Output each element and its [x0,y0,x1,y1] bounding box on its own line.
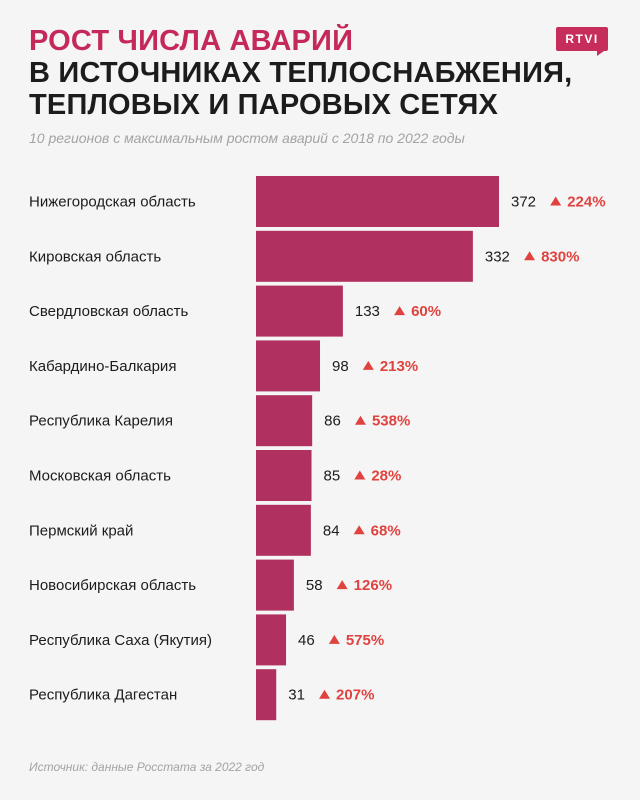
category-label: Республика Карелия [29,413,173,430]
growth-label: 213% [380,358,418,375]
value-label: 46 [298,632,315,649]
category-label: Свердловская область [29,303,189,320]
rtvi-logo: RTVI [556,27,608,56]
growth-label: 224% [567,194,605,211]
bar [256,559,294,611]
category-label: Пермский край [29,522,133,539]
chart-subtitle: 10 регионов с максимальным ростом аварий… [29,130,465,146]
bar [256,340,321,392]
bar [256,395,313,447]
growth-up-arrow-icon [524,251,536,261]
category-label: Республика Саха (Якутия) [29,632,212,649]
value-label: 86 [324,413,341,430]
growth-up-arrow-icon [319,689,331,699]
chart-title-line-3: ТЕПЛОВЫХ И ПАРОВЫХ СЕТЯХ [29,89,499,121]
growth-label: 830% [541,248,579,265]
growth-label: 126% [354,577,392,594]
category-label: Кабардино-Балкария [29,358,176,375]
value-label: 85 [324,468,341,485]
value-label: 372 [511,194,536,211]
growth-label: 60% [411,303,441,320]
category-label: Новосибирская область [29,577,196,594]
bar [256,176,499,227]
bar [256,504,311,556]
growth-up-arrow-icon [550,196,562,206]
value-label: 84 [323,522,340,539]
growth-label: 575% [346,632,384,649]
growth-up-arrow-icon [354,470,366,480]
growth-label: 68% [371,522,401,539]
chart-title-line-1: РОСТ ЧИСЛА АВАРИЙ [29,25,354,57]
value-label: 58 [306,577,323,594]
growth-up-arrow-icon [328,634,340,644]
bar [256,285,343,337]
growth-up-arrow-icon [353,525,365,535]
growth-up-arrow-icon [394,306,406,316]
growth-label: 28% [371,468,401,485]
category-label: Московская область [29,468,171,485]
bar [256,230,473,282]
value-label: 133 [355,303,380,320]
category-label: Республика Дагестан [29,687,177,704]
value-label: 332 [485,248,510,265]
growth-up-arrow-icon [336,580,348,590]
category-label: Нижегородская область [29,194,196,211]
value-label: 31 [288,687,305,704]
category-label: Кировская область [29,248,161,265]
growth-label: 538% [372,413,410,430]
value-label: 98 [332,358,349,375]
bar [256,614,287,666]
chart-title-line-2: В ИСТОЧНИКАХ ТЕПЛОСНАБЖЕНИЯ, [29,57,573,89]
growth-up-arrow-icon [362,360,374,370]
source-note: Источник: данные Росстата за 2022 год [29,760,265,774]
growth-up-arrow-icon [354,415,366,425]
growth-label: 207% [336,687,374,704]
bar [256,450,312,501]
bar [256,669,277,721]
